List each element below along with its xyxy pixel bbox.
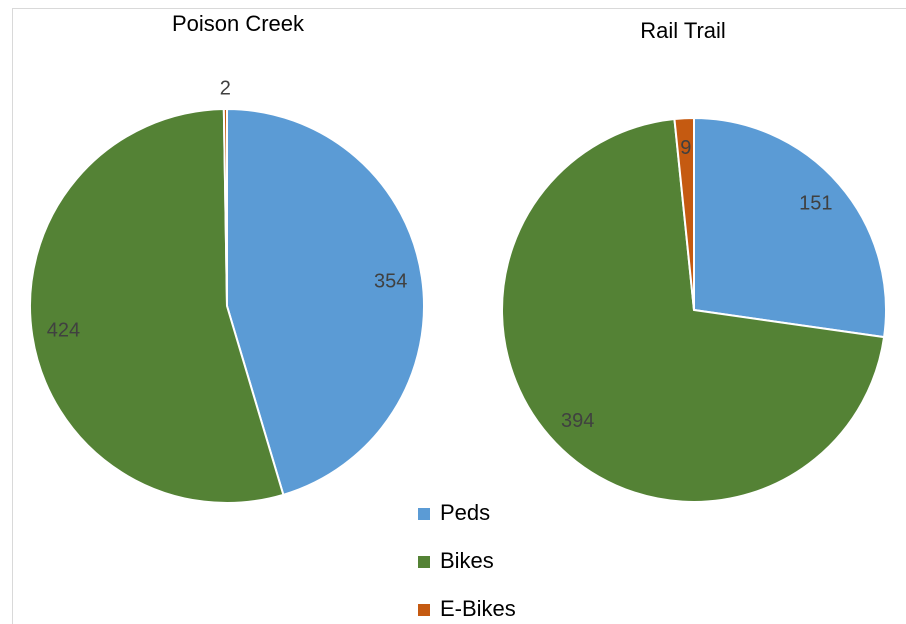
data-label: 394 (561, 410, 594, 432)
data-label: 354 (374, 270, 407, 292)
chart-title: Poison Creek (172, 11, 305, 36)
pie-slice (29, 108, 285, 504)
legend-label: Bikes (440, 548, 494, 573)
legend-label: E-Bikes (440, 596, 516, 621)
data-label: 424 (47, 320, 80, 342)
pie-slice (222, 107, 228, 307)
data-label: 2 (220, 78, 231, 100)
chart-title: Rail Trail (640, 18, 726, 43)
data-label: 151 (799, 193, 832, 215)
legend-label: Peds (440, 500, 490, 525)
pie-slice (226, 107, 425, 497)
legend-swatch (418, 508, 430, 520)
pie-slice (693, 116, 887, 339)
legend-swatch (418, 604, 430, 616)
pie-slice (501, 117, 886, 503)
legend-swatch (418, 556, 430, 568)
pie-slice (673, 116, 695, 311)
data-label: 9 (680, 137, 691, 159)
